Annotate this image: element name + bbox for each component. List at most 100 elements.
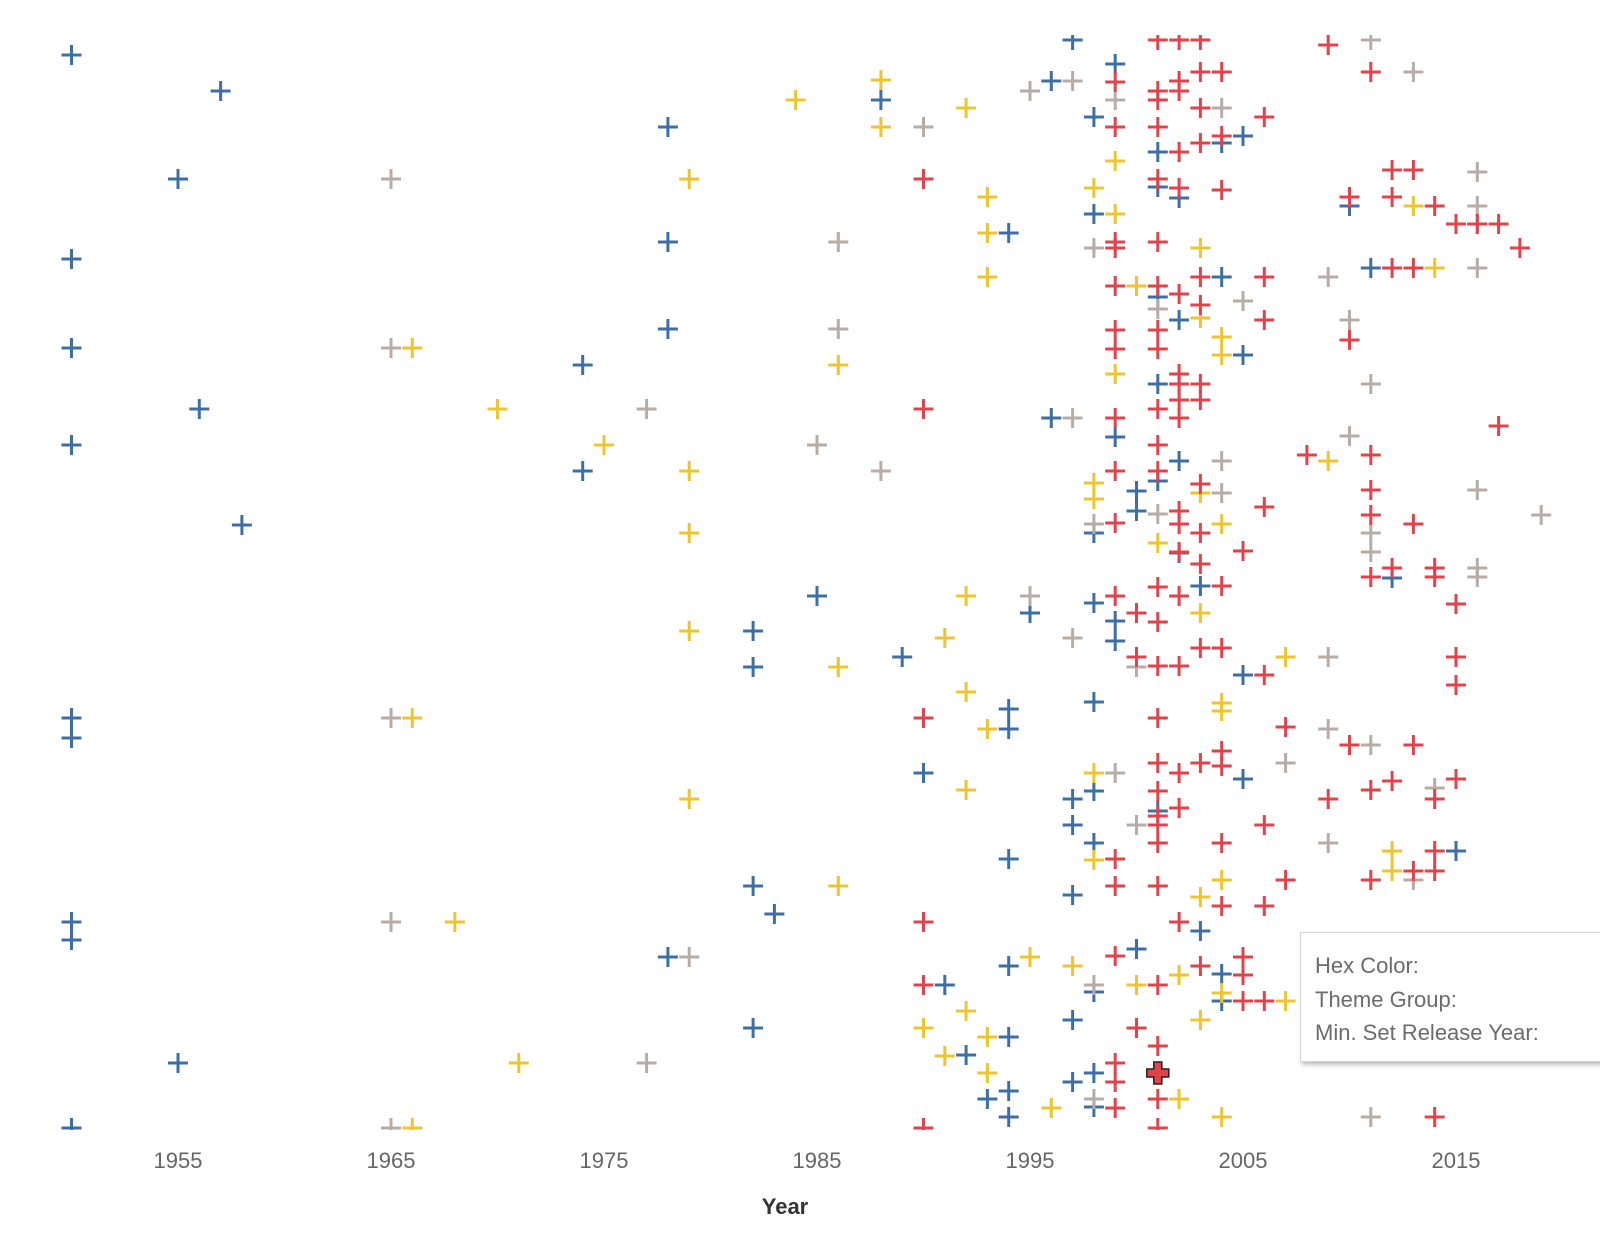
data-point-red[interactable]	[1254, 896, 1275, 916]
data-point-blue[interactable]	[1211, 267, 1232, 287]
data-point-red[interactable]	[1147, 30, 1168, 50]
data-point-yellow[interactable]	[679, 789, 700, 809]
data-point-red[interactable]	[1105, 238, 1126, 258]
data-point-red[interactable]	[1382, 160, 1403, 180]
data-point-gray[interactable]	[381, 708, 401, 728]
data-point-red[interactable]	[1169, 30, 1190, 50]
data-point-red[interactable]	[913, 1118, 934, 1138]
data-point-yellow[interactable]	[977, 719, 998, 739]
data-point-gray[interactable]	[1467, 480, 1488, 500]
data-point-red[interactable]	[1254, 310, 1275, 330]
data-point-blue[interactable]	[1233, 665, 1253, 685]
data-point-blue[interactable]	[998, 1107, 1019, 1127]
data-point-red[interactable]	[1169, 178, 1190, 198]
data-point-red[interactable]	[1296, 445, 1317, 465]
data-point-red[interactable]	[1211, 756, 1232, 776]
data-point-gray[interactable]	[1020, 586, 1040, 606]
data-point-red[interactable]	[1233, 947, 1253, 967]
data-point-blue[interactable]	[743, 621, 764, 641]
data-point-blue[interactable]	[1233, 769, 1253, 789]
data-point-yellow[interactable]	[1211, 1107, 1232, 1127]
data-point-blue[interactable]	[61, 930, 82, 950]
data-point-red[interactable]	[1360, 780, 1381, 800]
data-point-red[interactable]	[1147, 975, 1168, 995]
data-point-gray[interactable]	[1360, 735, 1381, 755]
data-point-gray[interactable]	[1531, 505, 1552, 525]
data-point-red[interactable]	[1339, 330, 1360, 350]
data-point-red[interactable]	[1254, 815, 1275, 835]
data-point-gray[interactable]	[1062, 628, 1083, 648]
data-point-blue[interactable]	[934, 975, 955, 995]
data-point-yellow[interactable]	[977, 1063, 998, 1083]
data-point-blue[interactable]	[1105, 611, 1126, 631]
data-point-red[interactable]	[1169, 798, 1190, 818]
data-point-gray[interactable]	[636, 399, 657, 419]
data-point-gray[interactable]	[1105, 763, 1126, 783]
data-point-red[interactable]	[1446, 769, 1466, 789]
data-point-red[interactable]	[1254, 497, 1275, 517]
data-point-gray[interactable]	[1083, 975, 1104, 995]
data-point-red[interactable]	[1488, 416, 1509, 436]
data-point-blue[interactable]	[998, 956, 1019, 976]
data-point-yellow[interactable]	[1105, 204, 1126, 224]
data-point-yellow[interactable]	[828, 657, 849, 677]
data-point-red[interactable]	[1147, 1118, 1168, 1138]
data-point-yellow[interactable]	[870, 70, 891, 90]
data-point-yellow[interactable]	[1211, 701, 1232, 721]
data-point-gray[interactable]	[1318, 719, 1339, 739]
data-point-red[interactable]	[1147, 708, 1168, 728]
data-point-gray[interactable]	[1360, 374, 1381, 394]
data-point-red[interactable]	[1467, 214, 1488, 234]
data-point-red[interactable]	[1105, 117, 1126, 137]
data-point-red[interactable]	[1169, 912, 1190, 932]
data-point-gray[interactable]	[1105, 90, 1126, 110]
data-point-blue[interactable]	[1041, 408, 1062, 428]
data-point-gray[interactable]	[1318, 267, 1339, 287]
data-point-blue[interactable]	[998, 699, 1019, 719]
data-point-yellow[interactable]	[1318, 451, 1339, 471]
data-point-blue[interactable]	[1105, 631, 1126, 651]
data-point-yellow[interactable]	[785, 90, 806, 110]
data-point-red[interactable]	[1147, 399, 1168, 419]
data-point-red[interactable]	[1169, 542, 1190, 562]
data-point-yellow[interactable]	[934, 1046, 955, 1066]
data-point-yellow[interactable]	[934, 628, 955, 648]
data-point-yellow[interactable]	[1062, 956, 1083, 976]
data-point-gray[interactable]	[1126, 815, 1147, 835]
data-point-red[interactable]	[1424, 196, 1445, 216]
data-point-red[interactable]	[1318, 35, 1339, 55]
data-point-blue[interactable]	[1190, 576, 1211, 596]
data-point-red[interactable]	[1190, 30, 1211, 50]
data-point-red[interactable]	[1424, 789, 1445, 809]
data-point-yellow[interactable]	[487, 399, 508, 419]
data-point-red[interactable]	[1147, 90, 1168, 110]
data-point-gray[interactable]	[1318, 647, 1339, 667]
data-point-blue[interactable]	[61, 338, 82, 358]
data-point-red[interactable]	[1126, 603, 1147, 623]
data-point-yellow[interactable]	[1403, 196, 1424, 216]
data-point-blue[interactable]	[61, 912, 82, 932]
data-point-red[interactable]	[1190, 638, 1211, 658]
data-point-yellow[interactable]	[679, 621, 700, 641]
data-point-yellow[interactable]	[1083, 489, 1104, 509]
data-point-red[interactable]	[1211, 638, 1232, 658]
data-point-yellow[interactable]	[1190, 603, 1211, 623]
data-point-red[interactable]	[1190, 98, 1211, 118]
data-point-blue[interactable]	[1190, 921, 1211, 941]
data-point-red[interactable]	[1446, 675, 1466, 695]
data-point-red[interactable]	[1211, 62, 1232, 82]
data-point-red[interactable]	[1211, 576, 1232, 596]
data-point-yellow[interactable]	[828, 355, 849, 375]
data-point-yellow[interactable]	[1211, 345, 1232, 365]
data-point-red[interactable]	[1190, 295, 1211, 315]
data-point-red[interactable]	[1318, 789, 1339, 809]
data-point-yellow[interactable]	[1083, 850, 1104, 870]
data-point-yellow[interactable]	[1190, 887, 1211, 907]
data-point-red[interactable]	[1147, 1089, 1168, 1109]
data-point-blue[interactable]	[1360, 258, 1381, 278]
data-point-blue[interactable]	[1062, 1072, 1083, 1092]
data-point-gray[interactable]	[1339, 310, 1360, 330]
data-point-yellow[interactable]	[679, 523, 700, 543]
data-point-yellow[interactable]	[1105, 151, 1126, 171]
data-point-yellow[interactable]	[1382, 861, 1403, 881]
